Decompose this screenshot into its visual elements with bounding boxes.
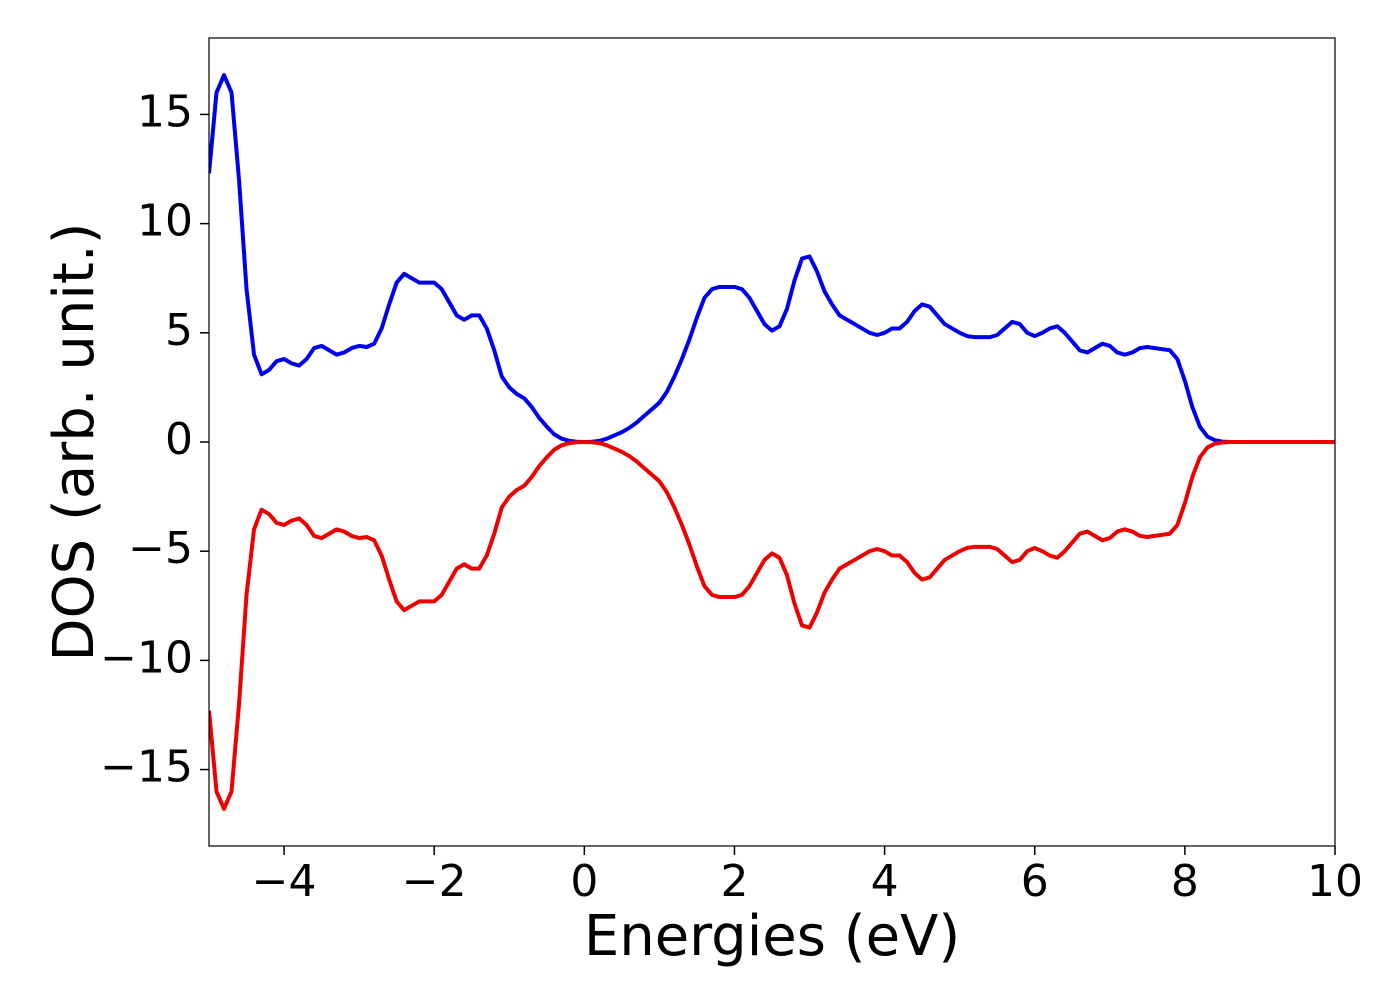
x-tick-label: 6 [1021, 856, 1049, 907]
series-line [209, 73, 1335, 444]
y-tick-label: −5 [128, 523, 193, 574]
y-tick-label: −15 [100, 742, 193, 793]
x-tick-label: 10 [1307, 856, 1363, 907]
y-tick-label: 0 [165, 414, 193, 465]
x-tick-label: −2 [402, 856, 467, 907]
series-line [209, 440, 1335, 811]
y-tick-label: −10 [100, 632, 193, 683]
y-tick-label: 5 [165, 305, 193, 356]
plot-frame [208, 37, 1336, 847]
x-tick-label: 4 [871, 856, 899, 907]
x-tick-label: 8 [1171, 856, 1199, 907]
x-tick-label: 2 [720, 856, 748, 907]
y-axis-label: DOS (arb. unit.) [42, 222, 107, 661]
y-tick-label: 15 [137, 86, 193, 137]
x-tick-label: −4 [252, 856, 317, 907]
x-tick-label: 0 [570, 856, 598, 907]
x-axis-label: Energies (eV) [584, 904, 960, 969]
y-tick-label: 10 [137, 196, 193, 247]
